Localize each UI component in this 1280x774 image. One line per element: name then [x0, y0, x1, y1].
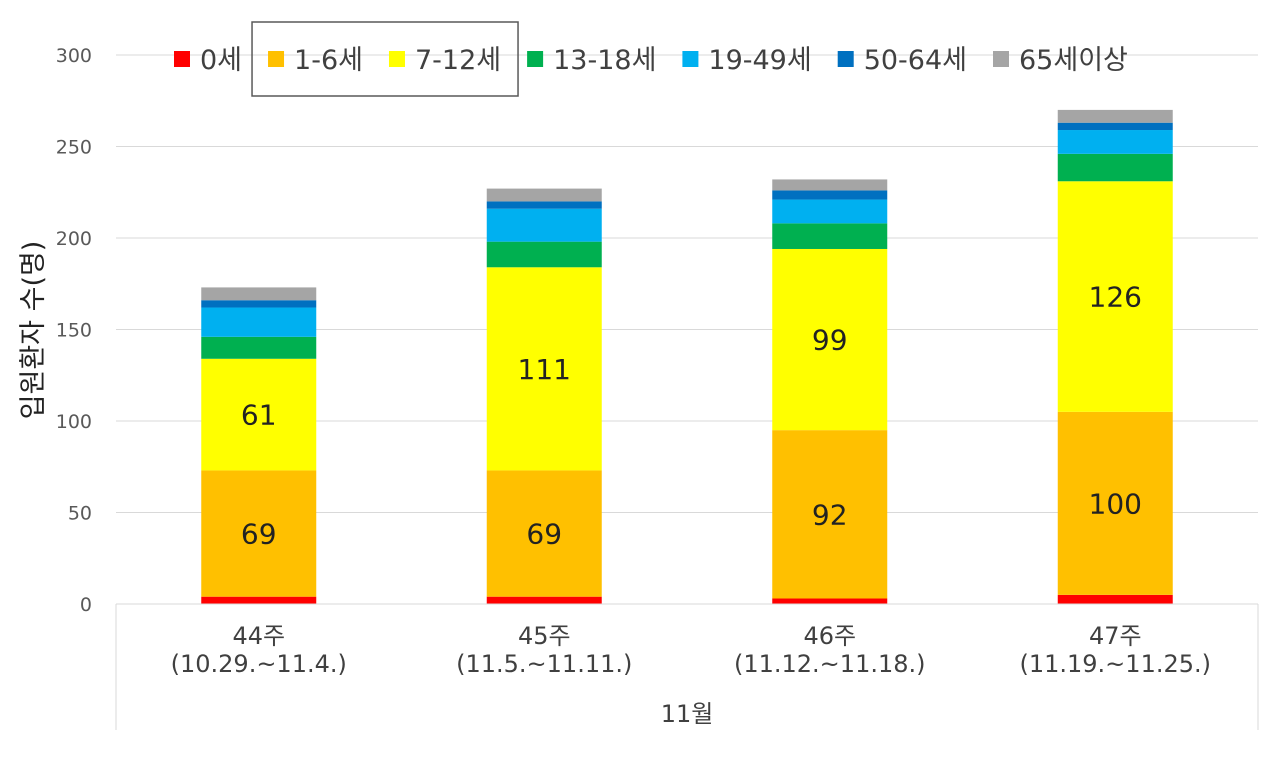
- bar-segment: [486, 208, 602, 242]
- x-tick-label-range: (11.19.~11.25.): [1019, 650, 1211, 678]
- bar-segment: [486, 201, 602, 209]
- bar-segment: [1057, 594, 1173, 604]
- legend-swatch: [527, 51, 544, 67]
- data-labels: 69 61 69 111 92 99 100 126: [241, 281, 1142, 551]
- bar-segment: [486, 596, 602, 604]
- y-axis-ticks: 0 50 100 150 200 250 300: [56, 45, 92, 616]
- bar-segment: [486, 470, 602, 597]
- x-tick-label-week: 44주: [232, 622, 285, 650]
- bar-segment: [772, 598, 888, 604]
- legend-entry: 7-12세: [415, 45, 501, 76]
- x-tick-label-range: (11.12.~11.18.): [734, 650, 926, 678]
- bar-segment: [201, 336, 317, 359]
- legend-swatch: [682, 51, 699, 67]
- bar-segment: [1057, 153, 1173, 182]
- y-tick-label: 0: [80, 594, 92, 616]
- x-tick-label-week: 47주: [1089, 622, 1142, 650]
- bar-segment: [1057, 181, 1173, 412]
- x-tick-label-range: (11.5.~11.11.): [456, 650, 632, 678]
- bar-segment: [1057, 130, 1173, 154]
- y-axis-label: 입원환자 수(명): [18, 241, 49, 420]
- bar-segment: [1057, 411, 1173, 595]
- bar-segment: [772, 190, 888, 200]
- data-label: 61: [241, 399, 277, 432]
- bar-segment: [1057, 109, 1173, 123]
- y-tick-label: 250: [56, 137, 92, 159]
- bar-segment: [772, 248, 888, 431]
- bar-segment: [772, 179, 888, 191]
- bar-segment: [201, 287, 317, 301]
- legend-entry: 65세이상: [1019, 45, 1128, 76]
- legend-swatch: [268, 51, 285, 67]
- data-label: 99: [812, 324, 848, 357]
- bar-segment: [201, 596, 317, 604]
- x-group-label: 11월: [661, 700, 714, 728]
- x-tick-label-week: 45주: [518, 622, 571, 650]
- bars: [201, 109, 1173, 604]
- legend-entry: 1-6세: [294, 45, 363, 76]
- legend-entry: 13-18세: [553, 45, 656, 76]
- y-tick-label: 100: [56, 411, 92, 433]
- bar-segment: [772, 223, 888, 249]
- x-axis: 44주(10.29.~11.4.)45주(11.5.~11.11.)46주(11…: [115, 603, 1259, 730]
- data-label: 126: [1089, 281, 1142, 314]
- data-label: 69: [526, 518, 562, 551]
- bar-segment: [201, 470, 317, 597]
- y-tick-label: 300: [56, 45, 92, 67]
- bar-segment: [772, 199, 888, 224]
- legend: 0세 1-6세 7-12세 13-18세 19-49세 50-64세 65세이상: [174, 21, 1128, 97]
- x-tick-label-week: 46주: [803, 622, 856, 650]
- bar-segment: [201, 300, 317, 308]
- data-label: 69: [241, 518, 277, 551]
- y-tick-label: 200: [56, 228, 92, 250]
- legend-swatch: [388, 51, 405, 67]
- bar-segment: [772, 430, 888, 599]
- data-label: 111: [518, 353, 571, 386]
- x-tick-label-range: (10.29.~11.4.): [171, 650, 347, 678]
- legend-entry: 50-64세: [864, 45, 967, 76]
- legend-entry: 19-49세: [708, 45, 811, 76]
- bar-segment: [201, 307, 317, 337]
- bar-segment: [486, 241, 602, 268]
- legend-entry: 0세: [200, 45, 242, 76]
- y-tick-label: 50: [68, 503, 92, 525]
- bar-segment: [486, 188, 602, 202]
- bar-segment: [1057, 122, 1173, 131]
- data-label: 92: [812, 498, 848, 531]
- legend-swatch: [174, 51, 190, 67]
- data-label: 100: [1089, 487, 1142, 520]
- legend-highlight-box: [251, 21, 519, 97]
- bar-segment: [486, 267, 602, 471]
- legend-swatch: [837, 51, 854, 67]
- y-tick-label: 150: [56, 320, 92, 342]
- bar-segment: [201, 358, 317, 471]
- legend-swatch: [993, 51, 1009, 67]
